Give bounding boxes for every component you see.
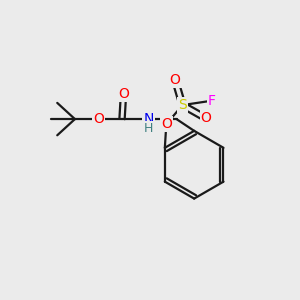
- Text: F: F: [208, 94, 216, 108]
- Text: O: O: [201, 111, 212, 125]
- Text: O: O: [170, 73, 181, 87]
- Text: O: O: [93, 112, 104, 126]
- Text: O: O: [118, 87, 129, 101]
- Text: N: N: [143, 112, 154, 126]
- Text: S: S: [178, 98, 187, 112]
- Text: O: O: [161, 117, 172, 131]
- Text: H: H: [144, 122, 153, 135]
